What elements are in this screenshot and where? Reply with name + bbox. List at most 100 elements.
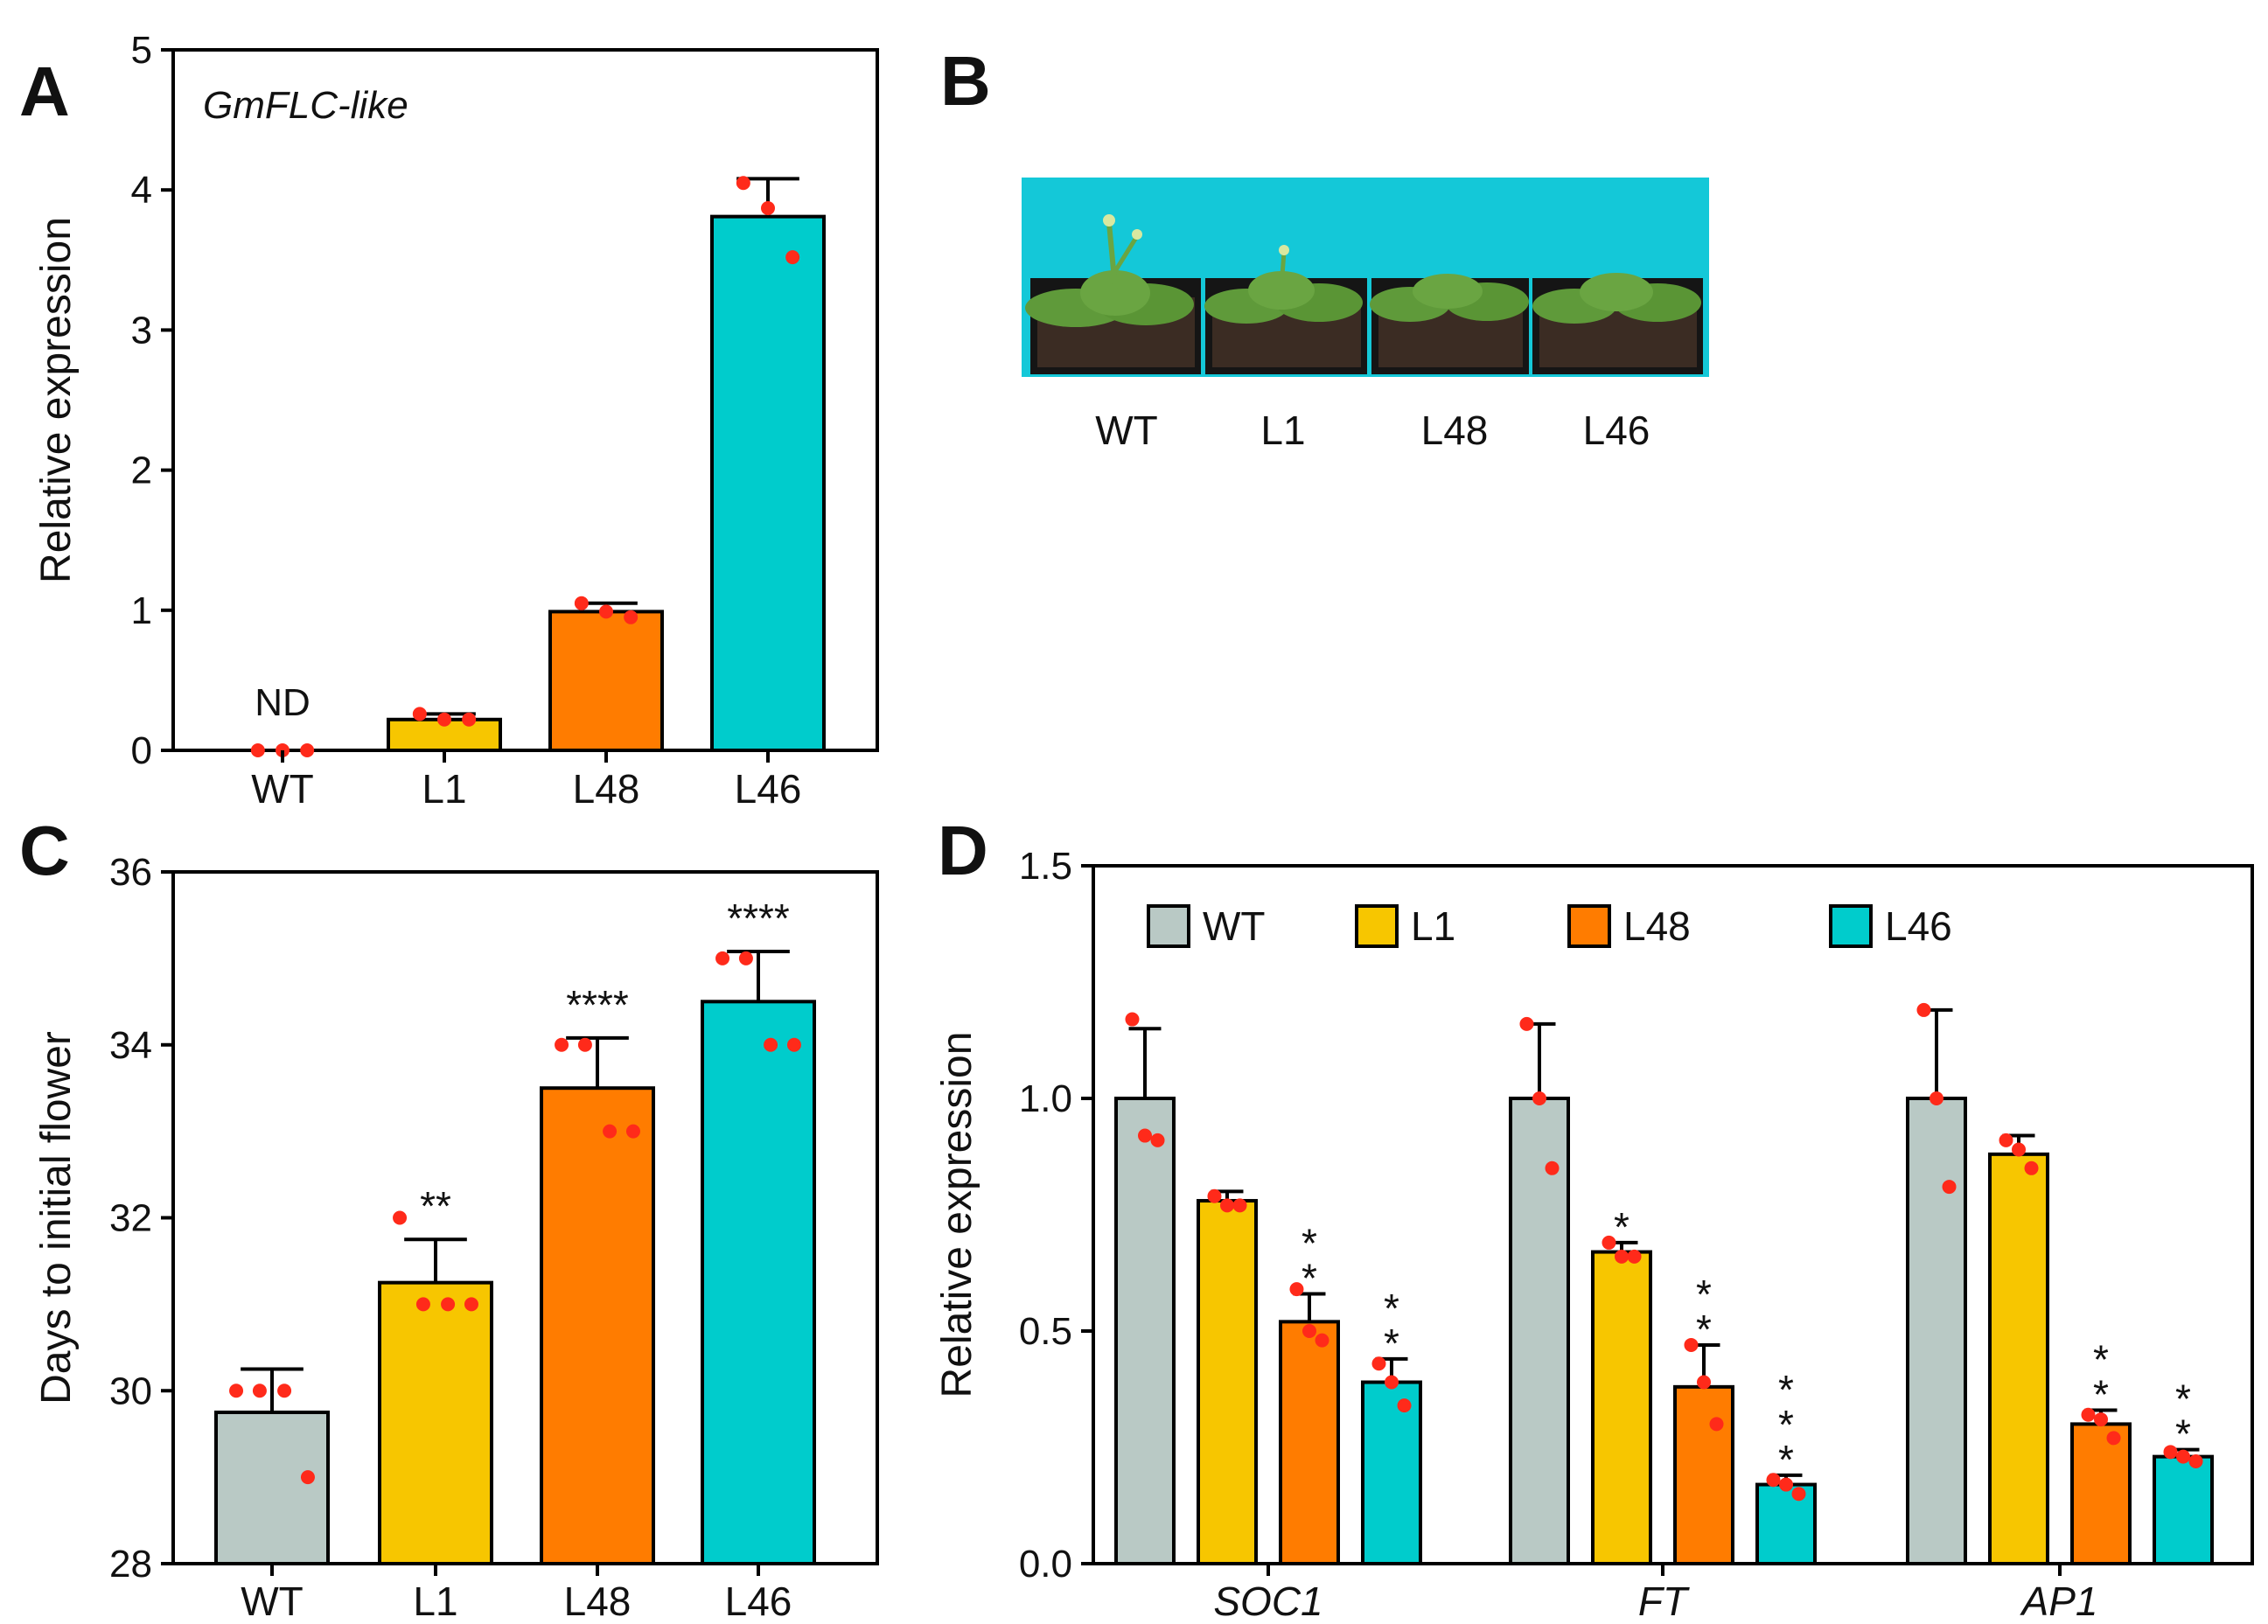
x-tick-label-l48: L48 xyxy=(564,1579,632,1624)
d-soc1-l46-point xyxy=(1371,1356,1386,1371)
d-ft-l46-point xyxy=(1779,1477,1793,1492)
x-tick-label-ft: FT xyxy=(1638,1579,1690,1624)
d-soc1-l46-significance: * xyxy=(1384,1321,1399,1366)
y-tick-label: 28 xyxy=(109,1543,152,1586)
d-soc1-l1-point xyxy=(1207,1188,1222,1203)
d-ft-l46-bar xyxy=(1755,1482,1817,1566)
d-soc1-l48-point xyxy=(1315,1333,1329,1348)
x-tick-label-l1: L1 xyxy=(413,1579,457,1624)
x-tick-label-ap1: AP1 xyxy=(2020,1579,2098,1624)
c-l1-point xyxy=(464,1297,478,1312)
d-ft-l48-point xyxy=(1697,1375,1711,1390)
d-ft-l46-point xyxy=(1791,1487,1806,1502)
d-ap1-l48-point xyxy=(2106,1431,2121,1446)
x-tick-label-soc1: SOC1 xyxy=(1213,1579,1322,1624)
c-l1-bar xyxy=(378,1280,493,1565)
y-tick-label: 3 xyxy=(131,309,152,352)
d-ft-l48-point xyxy=(1684,1337,1699,1352)
legend-label-l48: L48 xyxy=(1623,903,1691,949)
d-soc1-wt-bar xyxy=(1114,1097,1176,1565)
c-wt-point xyxy=(300,1470,315,1485)
legend-swatch-wt xyxy=(1147,904,1190,948)
c-wt-bar xyxy=(214,1410,330,1565)
chart-a-title: GmFLC-like xyxy=(203,84,408,127)
legend-label-wt: WT xyxy=(1203,903,1266,949)
legend-item-l1: L1 xyxy=(1355,903,1455,949)
y-tick-label: 30 xyxy=(109,1370,152,1412)
d-ap1-l48-significance: * xyxy=(2093,1371,2109,1417)
d-soc1-l48-significance: * xyxy=(1301,1220,1317,1265)
y-tick-label: 0.0 xyxy=(1019,1543,1072,1586)
a-l46-point xyxy=(761,201,775,216)
y-tick-label: 1 xyxy=(131,589,152,632)
d-ft-l46-significance: * xyxy=(1778,1367,1794,1412)
d-soc1-l1-point xyxy=(1232,1198,1247,1213)
y-tick-label: 36 xyxy=(109,851,152,894)
a-l48-point xyxy=(574,596,589,610)
x-tick-label-l1: L1 xyxy=(422,766,466,812)
photo-label-wt: WT xyxy=(1095,408,1158,453)
plant-l46 xyxy=(1532,273,1703,374)
y-axis-label: Days to initial flower xyxy=(33,1031,80,1404)
legend-label-l46: L46 xyxy=(1885,903,1952,949)
d-ft-wt-bar xyxy=(1509,1097,1570,1565)
plot-frame xyxy=(171,48,879,752)
d-ap1-wt-bar xyxy=(1906,1097,1967,1565)
c-l1-point xyxy=(393,1210,408,1225)
c-l48-point xyxy=(625,1124,640,1139)
y-tick-label: 0.5 xyxy=(1019,1310,1072,1353)
c-wt-point xyxy=(229,1384,244,1398)
d-ft-l1-bar xyxy=(1591,1250,1652,1566)
d-ft-l1-significance: * xyxy=(1614,1204,1629,1250)
legend-item-l46: L46 xyxy=(1829,903,1952,949)
y-tick-label: 0 xyxy=(131,729,152,772)
c-l46-point xyxy=(715,951,730,965)
d-ap1-l46-significance: * xyxy=(2175,1377,2191,1422)
legend-swatch-l46 xyxy=(1829,904,1873,948)
legend-item-wt: WT xyxy=(1147,903,1266,949)
c-l46-significance: **** xyxy=(727,896,790,941)
c-wt-point xyxy=(277,1384,292,1398)
y-tick-label: 34 xyxy=(109,1024,152,1067)
d-ap1-l48-point xyxy=(2081,1407,2096,1422)
c-l48-significance: **** xyxy=(566,982,629,1028)
d-ft-l48-bar xyxy=(1673,1384,1734,1565)
d-soc1-wt-point xyxy=(1138,1128,1152,1143)
d-ap1-l1-bar xyxy=(1988,1152,2049,1565)
panel-b-photo: WT L1 L48 L46 xyxy=(1022,178,1709,453)
d-ap1-l46-bar xyxy=(2153,1454,2214,1566)
a-l48-point xyxy=(599,604,613,619)
x-tick-label-l46: L46 xyxy=(735,766,802,812)
d-ap1-wt-point xyxy=(1942,1180,1957,1195)
y-tick-label: 1.5 xyxy=(1019,845,1072,888)
d-ft-wt-point xyxy=(1519,1016,1534,1031)
d-soc1-wt-point xyxy=(1150,1133,1165,1147)
d-soc1-l48-point xyxy=(1289,1282,1304,1297)
a-l46-point xyxy=(785,250,800,265)
legend-swatch-l48 xyxy=(1567,904,1611,948)
y-tick-label: 4 xyxy=(131,169,152,212)
a-l46-bar xyxy=(710,214,826,752)
d-soc1-l46-point xyxy=(1385,1375,1399,1390)
c-l1-point xyxy=(415,1297,430,1312)
c-l1-point xyxy=(441,1297,456,1312)
d-ap1-l46-point xyxy=(2163,1445,2178,1460)
a-wt-point xyxy=(300,743,315,757)
d-ft-l1-point xyxy=(1602,1235,1616,1250)
a-l1-point xyxy=(412,707,427,721)
d-soc1-l48-significance: * xyxy=(1301,1255,1317,1300)
c-wt-point xyxy=(252,1384,267,1398)
d-soc1-wt-point xyxy=(1125,1012,1140,1027)
x-tick-label-l48: L48 xyxy=(573,766,640,812)
chart-c: 28 30 32 34 36 Days to initial flower WT ** L1 **… xyxy=(33,851,879,1624)
d-soc1-l1-point xyxy=(1220,1198,1234,1213)
c-l46-point xyxy=(786,1037,801,1052)
panel-letter-b: B xyxy=(940,42,991,120)
chart-a: 0 1 2 3 4 5 Relative expression ND WT L1 L48 L46 GmF… xyxy=(33,29,879,812)
y-tick-label: 2 xyxy=(131,450,152,492)
y-axis-label: Relative expression xyxy=(33,217,80,583)
panel-letter-d: D xyxy=(938,812,988,889)
d-ap1-l48-bar xyxy=(2070,1422,2132,1566)
d-ft-l48-significance: * xyxy=(1696,1307,1712,1352)
legend-swatch-l1 xyxy=(1355,904,1399,948)
